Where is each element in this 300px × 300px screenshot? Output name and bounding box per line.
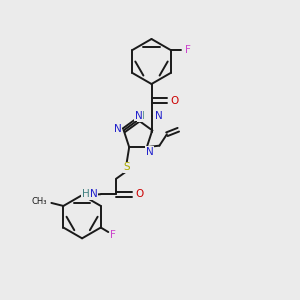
Text: N: N [155,111,163,121]
Text: O: O [136,189,144,199]
Text: N: N [146,147,154,157]
Text: F: F [184,45,190,55]
Text: H: H [137,111,145,121]
Text: O: O [171,95,179,106]
Text: F: F [110,230,116,240]
Text: N: N [135,111,142,121]
Text: CH₃: CH₃ [32,197,47,206]
Text: N: N [90,189,98,199]
Text: S: S [124,162,130,172]
Text: H: H [82,189,90,199]
Text: N: N [114,124,122,134]
